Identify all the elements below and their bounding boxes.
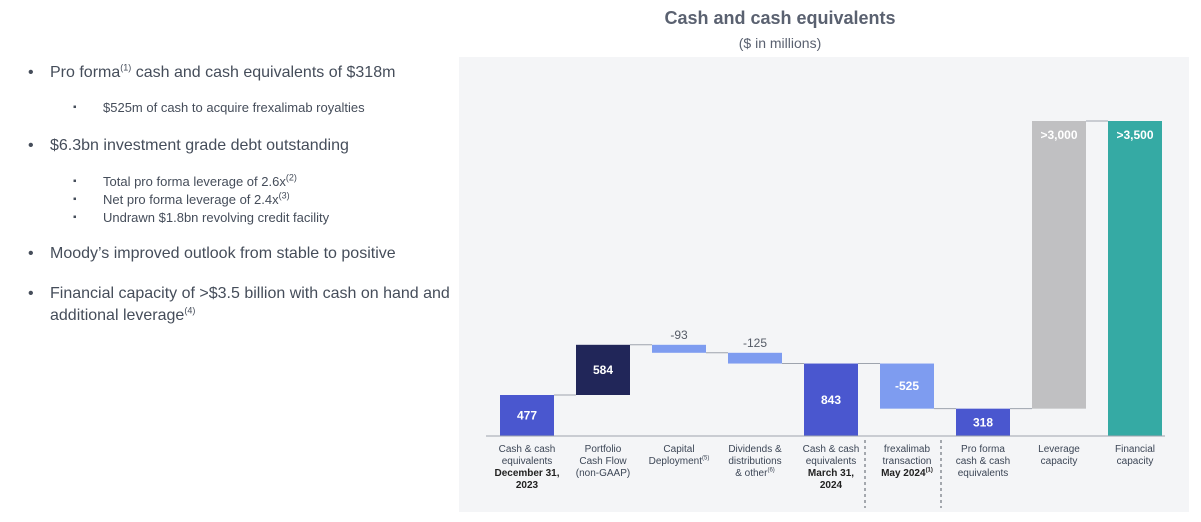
footnote-ref: (4) xyxy=(184,305,196,316)
bar-4 xyxy=(728,352,782,364)
bullet-text: cash and cash equivalents of $318m xyxy=(131,64,396,81)
bullet-text: $525m of cash to acquire frexalimab roya… xyxy=(103,100,365,115)
x-category-label: Cash & cash equivalents December 31, 2023 xyxy=(494,444,560,491)
x-category-label: Leverage capacity xyxy=(1038,444,1080,467)
bar-3 xyxy=(652,344,706,353)
x-category-label: Pro forma cash & cash equivalents xyxy=(955,444,1011,479)
x-category-label: Portfolio Cash Flow (non-GAAP) xyxy=(575,444,631,479)
sub-bullet-revolver: Undrawn $1.8bn revolving credit facility xyxy=(28,209,468,227)
x-category-label: Cash & cash equivalents March 31, 2024 xyxy=(802,444,860,491)
bar-8 xyxy=(1032,121,1086,409)
bar-9 xyxy=(1108,121,1162,436)
sub-bullet-total-leverage: Total pro forma leverage of 2.6x(2) xyxy=(28,173,468,191)
bar-1 xyxy=(500,395,554,436)
bar-2 xyxy=(576,344,630,395)
data-label-1: 477 xyxy=(517,409,537,423)
chart-title: Cash and cash equivalents xyxy=(664,8,896,28)
bar-5 xyxy=(804,363,858,436)
bullet-text: $6.3bn investment grade debt outstanding xyxy=(50,137,349,154)
data-label-6: -525 xyxy=(895,379,919,393)
bullet-text: Moody’s improved outlook from stable to … xyxy=(50,245,396,262)
x-category-label: Financial capacity xyxy=(1114,444,1156,467)
key-points: Pro forma(1) cash and cash equivalents o… xyxy=(28,62,468,327)
data-label-8: >3,000 xyxy=(1040,128,1077,142)
footnote-ref: (2) xyxy=(285,172,297,183)
x-category-label: frexalimab transaction May 2024(1) xyxy=(881,444,933,479)
x-category-label: Dividends & distributions & other(6) xyxy=(728,444,782,479)
bullet-text: Total pro forma leverage of 2.6x xyxy=(103,174,286,189)
bullet-pro-forma-cash: Pro forma(1) cash and cash equivalents o… xyxy=(28,62,468,84)
sub-bullet-frexalimab-cash: $525m of cash to acquire frexalimab roya… xyxy=(28,99,468,117)
bar-6 xyxy=(880,363,934,409)
bullet-text: Undrawn $1.8bn revolving credit facility xyxy=(103,210,330,225)
footnote-ref: (3) xyxy=(278,190,290,201)
chart-subtitle: ($ in millions) xyxy=(738,35,822,51)
data-label-9: >3,500 xyxy=(1116,128,1153,142)
data-label-3: -93 xyxy=(670,328,688,342)
data-label-7: 318 xyxy=(973,415,993,429)
x-category-label: Capital Deployment(5) xyxy=(648,444,710,467)
data-label-5: 843 xyxy=(821,393,841,407)
data-label-2: 584 xyxy=(593,363,613,377)
footnote-ref: (1) xyxy=(120,62,132,73)
bullet-text: Pro forma xyxy=(50,64,121,81)
bullet-moodys: Moody’s improved outlook from stable to … xyxy=(28,243,468,265)
sub-bullet-net-leverage: Net pro forma leverage of 2.4x(3) xyxy=(28,191,468,209)
bullet-text: Financial capacity of >$3.5 billion with… xyxy=(50,285,450,324)
bullet-financial-capacity: Financial capacity of >$3.5 billion with… xyxy=(28,283,468,327)
data-label-4: -125 xyxy=(743,336,767,350)
bar-7 xyxy=(956,408,1010,436)
bullet-text: Net pro forma leverage of 2.4x xyxy=(103,192,279,207)
bullet-debt: $6.3bn investment grade debt outstanding xyxy=(28,135,468,157)
